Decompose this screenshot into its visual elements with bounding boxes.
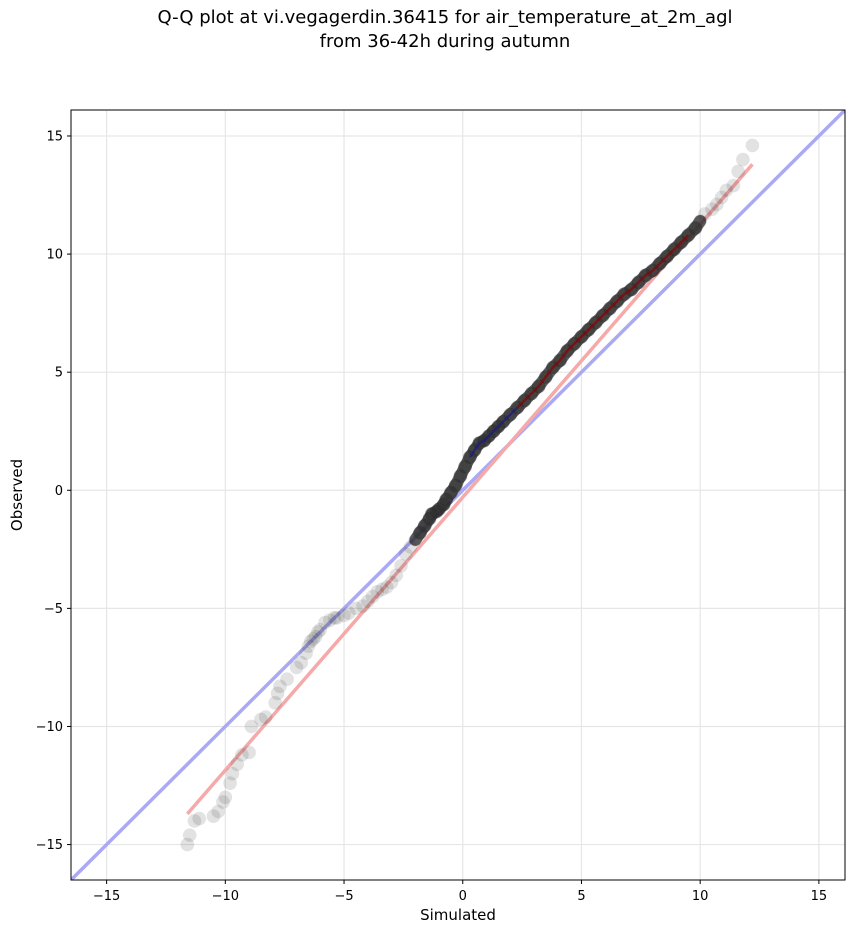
- data-point: [218, 790, 233, 805]
- y-axis-label: Observed: [8, 459, 26, 531]
- data-point: [736, 152, 750, 167]
- data-point: [308, 629, 323, 644]
- x-tick-label: −15: [93, 889, 120, 904]
- data-point: [370, 585, 385, 599]
- data-point: [745, 138, 760, 153]
- data-point: [398, 547, 413, 561]
- data-point: [268, 696, 282, 710]
- data-point: [216, 795, 230, 809]
- data-point: [280, 672, 294, 687]
- data-point: [318, 615, 332, 630]
- chart-title: Q-Q plot at vi.vegagerdin.36415 for air_…: [0, 6, 854, 54]
- data-point: [230, 757, 244, 772]
- data-point: [289, 660, 304, 675]
- plot-frame: [70, 109, 846, 881]
- data-point: [337, 608, 351, 623]
- data-point: [705, 202, 719, 217]
- data-point: [258, 710, 273, 724]
- data-point: [731, 164, 745, 179]
- data-point: [322, 613, 337, 627]
- data-point: [303, 634, 318, 649]
- x-tick-label: 10: [692, 889, 709, 904]
- data-point: [301, 639, 316, 653]
- data-point: [225, 766, 240, 781]
- identity-line-overlap: [468, 406, 519, 458]
- y-tick-label: −10: [36, 720, 63, 735]
- y-tick-label: 5: [55, 366, 63, 381]
- dense-point-band: [409, 215, 707, 546]
- fit-line-overlap: [516, 234, 690, 409]
- y-tick-label: −15: [36, 838, 63, 853]
- data-point: [270, 686, 285, 701]
- data-point: [384, 575, 399, 590]
- data-point: [273, 679, 287, 694]
- x-tick-label: 15: [811, 889, 828, 904]
- data-point: [330, 611, 344, 625]
- data-point: [313, 622, 328, 637]
- x-tick-label: 0: [459, 889, 467, 904]
- data-point: [244, 719, 259, 734]
- data-point: [360, 594, 375, 609]
- data-point: [311, 625, 325, 639]
- data-point: [709, 197, 724, 212]
- identity-line: [71, 110, 845, 880]
- data-point: [389, 568, 404, 583]
- chart-title-line-2: from 36-42h during autumn: [319, 31, 571, 52]
- x-tick-label: 5: [577, 889, 585, 904]
- x-tick-label: −10: [212, 889, 239, 904]
- data-point: [356, 599, 370, 613]
- dense-center-lines: [468, 234, 690, 458]
- data-point: [242, 745, 256, 760]
- data-point: [375, 582, 389, 597]
- data-point: [180, 837, 195, 852]
- x-tick-label: −5: [334, 889, 353, 904]
- data-point: [726, 178, 741, 193]
- data-point: [379, 580, 394, 594]
- data-point: [254, 712, 268, 727]
- data-point: [235, 748, 249, 762]
- data-point: [714, 190, 729, 205]
- data-point: [719, 183, 734, 198]
- data-point: [206, 809, 221, 824]
- data-point: [394, 559, 408, 573]
- x-axis-label: Simulated: [420, 906, 496, 924]
- data-point: [182, 828, 197, 842]
- data-point: [187, 814, 202, 828]
- data-point: [294, 655, 309, 670]
- data-point: [327, 611, 342, 625]
- data-point: [211, 804, 226, 819]
- chart-title-line-1: Q-Q plot at vi.vegagerdin.36415 for air_…: [157, 7, 733, 28]
- y-tick-label: 10: [46, 248, 63, 263]
- data-point: [306, 632, 320, 646]
- y-tick-label: 0: [55, 484, 63, 499]
- data-point: [223, 776, 237, 790]
- y-tick-label: −5: [44, 602, 63, 617]
- data-point: [192, 811, 207, 826]
- data-point: [365, 589, 380, 604]
- data-point: [299, 646, 313, 661]
- data-points: [180, 138, 760, 852]
- data-point: [341, 606, 356, 620]
- data-point: [349, 601, 363, 616]
- y-tick-label: 15: [46, 129, 63, 144]
- reference-lines: [71, 110, 845, 880]
- axis-ticks: −15 −10 −5 0 5 10 15 −15 −10 −5 0 5 10 15: [36, 129, 828, 904]
